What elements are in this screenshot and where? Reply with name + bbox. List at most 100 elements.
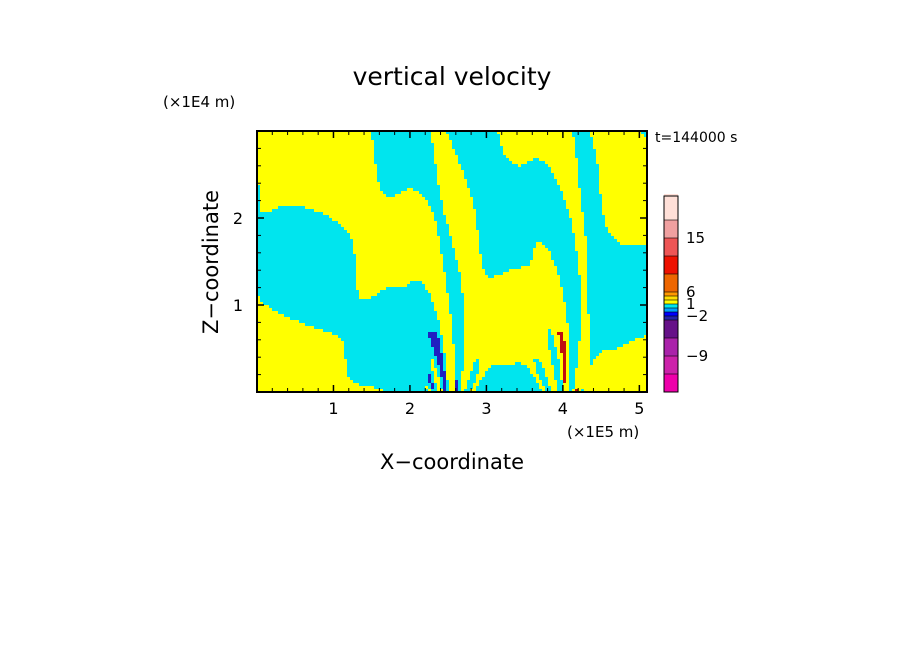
field-cell (395, 170, 398, 173)
field-cell (431, 221, 434, 224)
field-cell (533, 188, 536, 191)
field-cell (563, 143, 566, 146)
field-cell (611, 215, 614, 218)
field-cell (578, 212, 581, 215)
field-cell (575, 197, 578, 200)
field-cell (443, 230, 446, 233)
field-cell (602, 212, 605, 215)
field-cell (494, 191, 497, 194)
field-cell (614, 233, 617, 236)
field-cell (425, 149, 428, 152)
field-cell (416, 200, 419, 203)
field-cell (626, 155, 629, 158)
field-cell (635, 152, 638, 155)
field-cell (329, 236, 332, 239)
field-cell (425, 215, 428, 218)
field-cell (596, 236, 599, 239)
field-cell (440, 200, 443, 203)
field-cell (377, 140, 380, 143)
field-cell (320, 206, 323, 209)
field-cell (284, 236, 287, 239)
field-cell (623, 170, 626, 173)
field-cell (527, 164, 530, 167)
field-cell (377, 188, 380, 191)
field-cell (554, 233, 557, 236)
field-cell (284, 188, 287, 191)
field-cell (317, 152, 320, 155)
field-cell (416, 176, 419, 179)
field-cell (401, 146, 404, 149)
field-cell (452, 164, 455, 167)
field-cell (362, 227, 365, 230)
field-cell (440, 239, 443, 242)
field-cell (464, 155, 467, 158)
field-cell (560, 164, 563, 167)
field-cell (368, 197, 371, 200)
field-cell (350, 209, 353, 212)
field-cell (368, 227, 371, 230)
field-cell (620, 197, 623, 200)
field-cell (302, 167, 305, 170)
field-cell (458, 167, 461, 170)
field-cell (599, 209, 602, 212)
field-cell (362, 152, 365, 155)
field-cell (638, 158, 641, 161)
field-cell (326, 152, 329, 155)
field-cell (344, 221, 347, 224)
field-cell (407, 185, 410, 188)
field-cell (587, 191, 590, 194)
field-cell (539, 209, 542, 212)
field-cell (635, 161, 638, 164)
field-cell (602, 230, 605, 233)
field-cell (611, 206, 614, 209)
field-cell (278, 206, 281, 209)
field-cell (557, 233, 560, 236)
field-cell (461, 182, 464, 185)
field-cell (608, 140, 611, 143)
field-cell (344, 146, 347, 149)
field-cell (476, 239, 479, 242)
field-cell (473, 185, 476, 188)
field-cell (545, 230, 548, 233)
field-cell (467, 203, 470, 206)
field-cell (284, 170, 287, 173)
field-cell (458, 137, 461, 140)
field-cell (590, 170, 593, 173)
field-cell (329, 215, 332, 218)
field-cell (329, 182, 332, 185)
field-cell (617, 212, 620, 215)
field-cell (524, 137, 527, 140)
field-cell (470, 164, 473, 167)
field-cell (482, 176, 485, 179)
field-cell (584, 206, 587, 209)
field-cell (266, 158, 269, 161)
field-cell (635, 143, 638, 146)
field-cell (431, 173, 434, 176)
field-cell (446, 176, 449, 179)
field-cell (581, 233, 584, 236)
field-cell (326, 227, 329, 230)
field-cell (287, 179, 290, 182)
field-cell (377, 152, 380, 155)
field-cell (488, 170, 491, 173)
field-cell (470, 239, 473, 242)
field-cell (479, 179, 482, 182)
field-cell (554, 173, 557, 176)
field-cell (281, 209, 284, 212)
field-cell (341, 140, 344, 143)
field-cell (476, 212, 479, 215)
field-cell (554, 221, 557, 224)
field-cell (374, 191, 377, 194)
field-cell (599, 146, 602, 149)
field-cell (566, 140, 569, 143)
field-cell (464, 203, 467, 206)
field-cell (374, 182, 377, 185)
field-cell (437, 212, 440, 215)
field-cell (359, 155, 362, 158)
field-cell (428, 185, 431, 188)
field-cell (296, 239, 299, 242)
field-cell (473, 179, 476, 182)
field-cell (470, 152, 473, 155)
field-cell (416, 149, 419, 152)
field-cell (506, 185, 509, 188)
